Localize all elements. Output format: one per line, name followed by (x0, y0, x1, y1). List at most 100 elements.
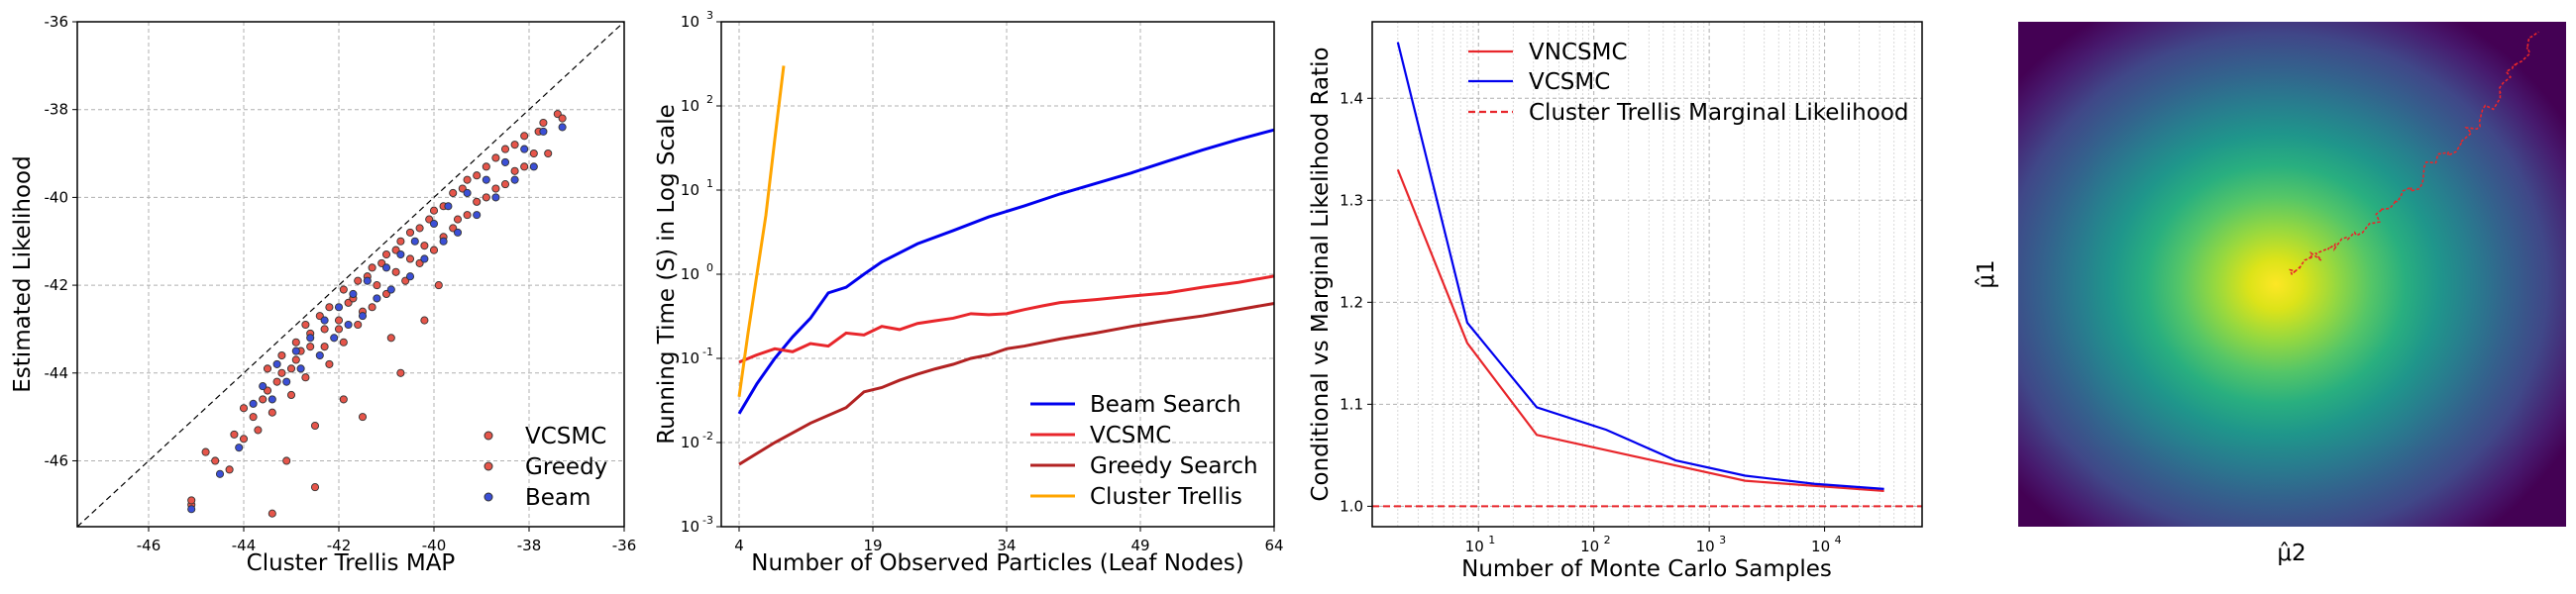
point-beam (463, 188, 472, 198)
point-vcsmc (286, 364, 296, 373)
point-greedy (306, 343, 315, 351)
x-tick-label: 19 (863, 537, 882, 554)
point-beam (291, 346, 300, 355)
point-greedy (520, 162, 529, 171)
point-greedy (354, 320, 363, 330)
point-greedy (301, 373, 310, 382)
x-tick-label: 49 (1130, 537, 1149, 554)
point-vcsmc (463, 175, 472, 184)
x-axis-label: Number of Monte Carlo Samples (1461, 556, 1832, 582)
point-greedy (544, 148, 553, 158)
point-greedy (473, 171, 482, 180)
point-beam (520, 145, 529, 153)
y-tick-label: 1.0 (1340, 497, 1363, 515)
point-vcsmc (334, 325, 344, 334)
legend-label-greedy-search: Greedy Search (1090, 453, 1258, 479)
point-greedy (434, 281, 443, 290)
point-beam (482, 175, 490, 184)
point-vcsmc (301, 320, 310, 330)
point-beam (410, 237, 419, 246)
point-beam (529, 162, 538, 171)
point-vcsmc (272, 377, 281, 386)
y-tick-label: 10 (681, 13, 699, 31)
x-tick-label: 10 (1465, 538, 1484, 555)
y-tick-label: 10 (681, 181, 699, 199)
legend-label-greedy: Greedy (525, 454, 607, 480)
y-tick-exponent: -1 (702, 346, 713, 358)
x-tick-label: 34 (997, 537, 1016, 554)
point-beam (381, 263, 391, 272)
point-beam (453, 228, 463, 237)
legend-label-trellis-marginal: Cluster Trellis Marginal Likelihood (1529, 100, 1909, 126)
point-beam (249, 399, 258, 408)
legend-marker-vcsmc (483, 431, 493, 441)
point-beam (510, 175, 519, 184)
series-line-greedy-search (738, 301, 1275, 466)
point-beam (187, 505, 196, 514)
x-tick-label: -44 (232, 537, 257, 554)
y-tick-label: 10 (681, 349, 699, 367)
point-beam (420, 254, 429, 263)
point-beam (296, 364, 305, 373)
point-vcsmc (453, 215, 463, 224)
point-beam (358, 312, 368, 321)
point-beam (334, 303, 344, 312)
point-greedy (230, 430, 239, 439)
point-vcsmc (500, 145, 510, 153)
ratio-frame (1371, 21, 1923, 528)
point-greedy (405, 228, 415, 237)
point-vcsmc (415, 224, 424, 233)
point-greedy (339, 338, 348, 346)
y-tick-label: -40 (45, 188, 69, 206)
y-tick-label: 10 (681, 434, 699, 451)
point-vcsmc (449, 188, 458, 198)
point-greedy (268, 408, 276, 417)
point-greedy (277, 368, 286, 377)
series-line-vcsmc (738, 274, 1275, 364)
x-tick-label: 10 (1811, 538, 1830, 555)
point-greedy (463, 211, 472, 220)
point-beam (373, 294, 381, 303)
random-walk-trace (2289, 31, 2539, 275)
point-vcsmc (529, 148, 538, 158)
point-vcsmc (520, 132, 529, 141)
point-vcsmc (396, 237, 405, 246)
point-vcsmc (354, 276, 363, 285)
y-tick-exponent: 2 (706, 93, 713, 106)
y-tick-exponent: 3 (706, 9, 713, 22)
point-vcsmc (277, 350, 286, 360)
point-vcsmc (482, 162, 490, 171)
point-vcsmc (239, 435, 249, 444)
y-axis-label: Running Time (S) in Log Scale (654, 104, 680, 445)
point-vcsmc (282, 456, 291, 465)
point-vcsmc (386, 334, 395, 343)
point-beam (349, 289, 358, 299)
x-tick-label: -40 (422, 537, 447, 554)
panel-scatter: -46 -44 -42 -40 -38 -36 -46 -44 -42 -40 -38 -36 Clu… (10, 13, 636, 576)
point-beam (282, 377, 291, 386)
point-beam (268, 395, 276, 404)
point-vcsmc (325, 303, 334, 312)
point-vcsmc (420, 242, 429, 250)
point-vcsmc (339, 285, 348, 294)
y-tick-label: 1.2 (1340, 293, 1363, 311)
y-tick-label: 10 (681, 518, 699, 536)
point-vcsmc (259, 395, 268, 404)
series-line-cluster-trellis (737, 65, 786, 397)
legend-label-vcsmc: VCSMC (1529, 69, 1610, 95)
y-tick-label: -44 (45, 364, 69, 382)
point-greedy (239, 404, 249, 413)
point-greedy (429, 246, 439, 254)
point-greedy (291, 355, 300, 364)
point-beam (330, 334, 339, 343)
point-vcsmc (291, 338, 300, 346)
legend-label-vcsmc: VCSMC (1090, 423, 1171, 448)
y-tick-label: 10 (681, 265, 699, 283)
point-greedy (211, 456, 220, 465)
point-beam (315, 350, 324, 360)
point-vcsmc (373, 281, 381, 290)
point-beam (272, 359, 281, 368)
point-beam (320, 316, 329, 325)
point-greedy (358, 413, 368, 422)
legend-label-cluster-trellis: Cluster Trellis (1090, 484, 1242, 510)
